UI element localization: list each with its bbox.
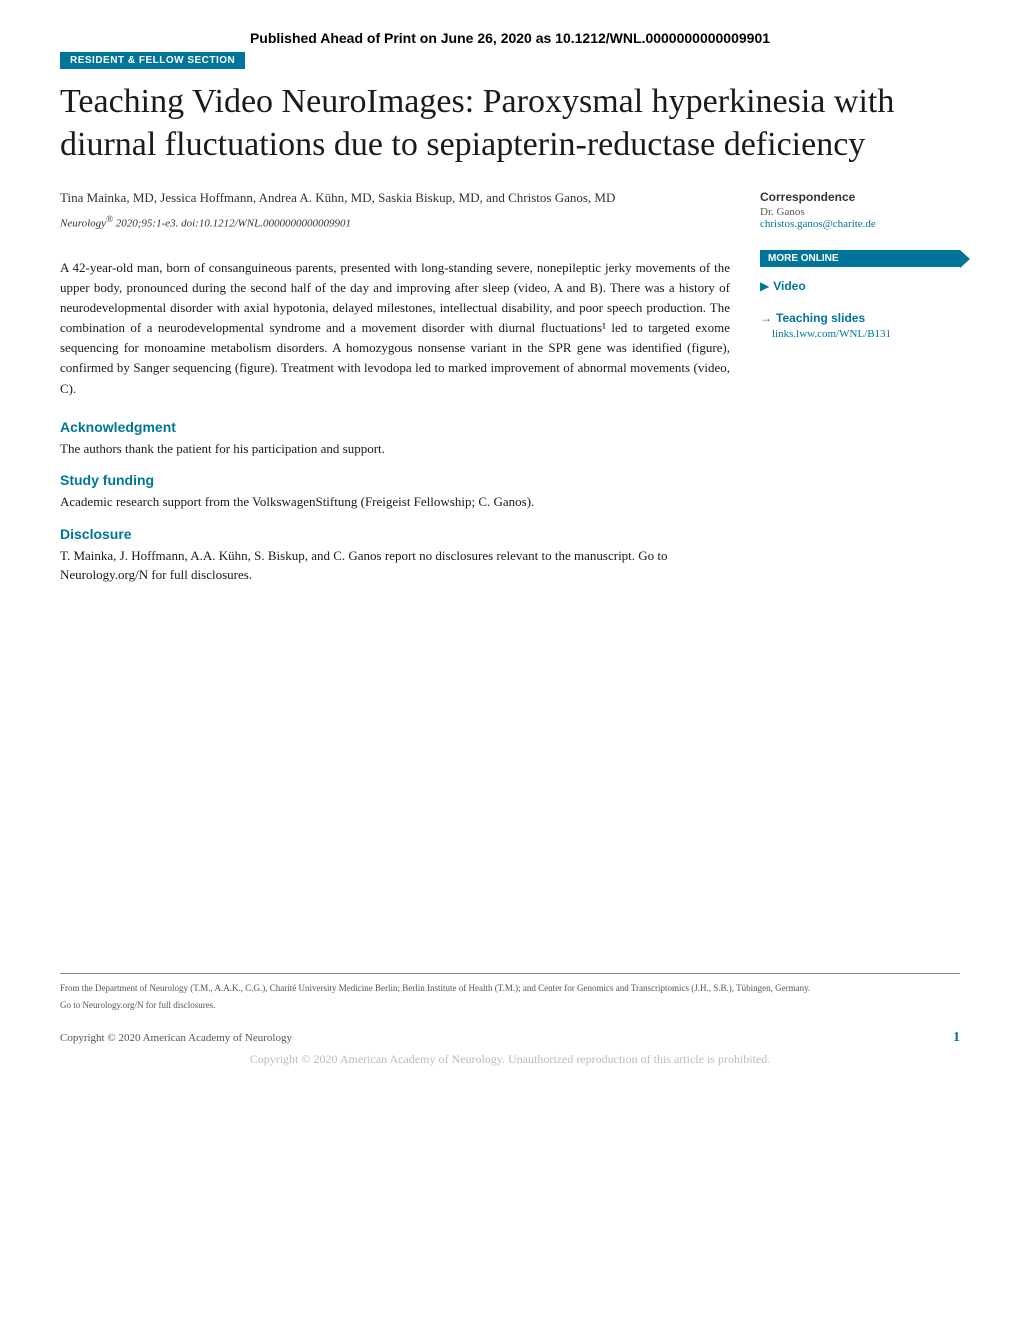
video-link-item: ▶ Video [760,277,960,295]
footer-disclosure-note: Go to Neurology.org/N for full disclosur… [60,1000,960,1010]
journal-name: Neurology [60,218,106,230]
slides-label: Teaching slides [776,311,865,325]
copyright-watermark: Copyright © 2020 American Academy of Neu… [60,1052,960,1067]
article-body: A 42-year-old man, born of consanguineou… [60,258,730,399]
arrow-right-icon: → [760,311,772,326]
affiliation-text: From the Department of Neurology (T.M., … [60,982,960,995]
funding-text: Academic research support from the Volks… [60,492,730,512]
content-wrapper: Tina Mainka, MD, Jessica Hoffmann, Andre… [60,190,960,593]
correspondence-heading: Correspondence [760,190,960,204]
article-title: Teaching Video NeuroImages: Paroxysmal h… [60,81,960,166]
citation-details: 2020;95:1-e3. doi:10.1212/WNL.0000000000… [113,218,351,230]
correspondence-name: Dr. Ganos [760,206,960,218]
copyright-row: Copyright © 2020 American Academy of Neu… [60,1030,960,1046]
more-online-badge: MORE ONLINE [760,250,960,267]
disclosure-heading: Disclosure [60,526,730,542]
slides-link[interactable]: links.lww.com/WNL/B131 [772,327,960,342]
disclosure-text: T. Mainka, J. Hoffmann, A.A. Kühn, S. Bi… [60,546,730,585]
funding-heading: Study funding [60,472,730,488]
sidebar-column: Correspondence Dr. Ganos christos.ganos@… [760,190,960,593]
ack-heading: Acknowledgment [60,419,730,435]
footer-rule [60,973,960,974]
author-list: Tina Mainka, MD, Jessica Hoffmann, Andre… [60,190,730,206]
section-badge: RESIDENT & FELLOW SECTION [60,52,245,69]
publish-ahead-note: Published Ahead of Print on June 26, 202… [60,30,960,46]
slides-link-item: → Teaching slides links.lww.com/WNL/B131 [760,309,960,342]
correspondence-email[interactable]: christos.ganos@charite.de [760,218,960,230]
registered-mark: ® [106,214,113,224]
video-link[interactable]: Video [773,279,805,293]
copyright-text: Copyright © 2020 American Academy of Neu… [60,1032,292,1044]
citation-line: Neurology® 2020;95:1-e3. doi:10.1212/WNL… [60,214,730,230]
page-number: 1 [953,1030,960,1046]
ack-text: The authors thank the patient for his pa… [60,439,730,459]
main-column: Tina Mainka, MD, Jessica Hoffmann, Andre… [60,190,730,593]
play-icon: ▶ [760,279,769,294]
